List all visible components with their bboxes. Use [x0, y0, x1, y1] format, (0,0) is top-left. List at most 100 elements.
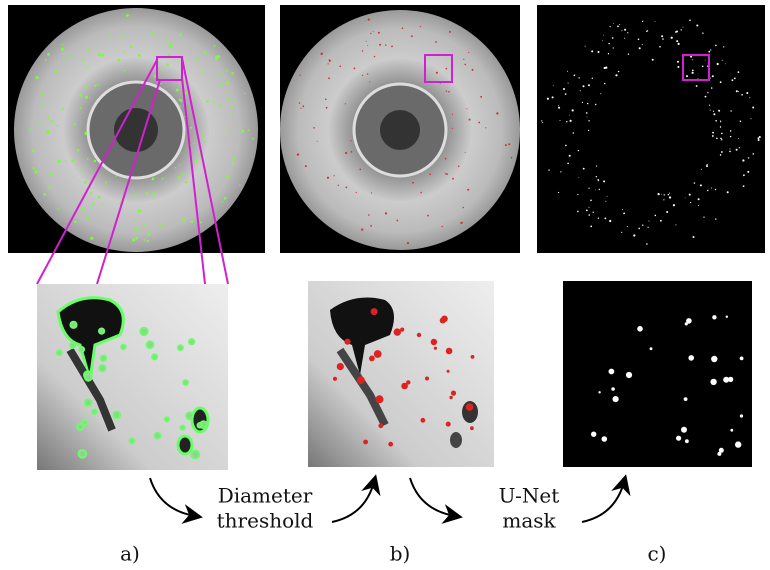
speck	[371, 192, 372, 193]
speck	[720, 138, 722, 140]
speck	[711, 356, 717, 362]
speck	[85, 96, 88, 99]
speck	[152, 354, 157, 359]
speck	[708, 51, 710, 53]
top-image-b	[280, 5, 520, 253]
speck	[572, 109, 574, 111]
speck	[394, 328, 401, 335]
speck	[610, 26, 611, 27]
speck	[38, 122, 40, 124]
speck	[305, 165, 307, 167]
speck	[46, 132, 49, 135]
speck	[328, 63, 329, 64]
speck	[429, 173, 431, 175]
speck	[446, 173, 448, 175]
speck	[420, 192, 422, 194]
speck	[759, 136, 761, 138]
speck	[639, 47, 641, 49]
speck	[560, 120, 561, 121]
speck	[730, 110, 731, 111]
speck	[742, 159, 744, 161]
speck	[447, 370, 450, 373]
speck	[638, 228, 640, 230]
speck	[179, 165, 180, 166]
speck	[661, 194, 662, 195]
speck	[449, 31, 451, 33]
speck	[676, 436, 681, 441]
speck	[723, 46, 724, 47]
speck	[85, 86, 87, 88]
speck	[703, 217, 704, 218]
speck	[160, 83, 162, 85]
speck	[177, 89, 179, 91]
speck	[367, 45, 368, 46]
speck	[214, 45, 216, 47]
speck	[367, 73, 368, 74]
speck	[711, 87, 713, 89]
speck	[592, 78, 593, 79]
step-text: mask	[502, 509, 556, 533]
speck	[241, 130, 244, 133]
speck	[753, 153, 755, 155]
speck	[587, 117, 588, 118]
speck	[317, 141, 318, 142]
speck	[368, 19, 370, 21]
speck	[721, 151, 723, 153]
speck	[57, 125, 59, 127]
speck	[660, 220, 662, 222]
speck	[239, 185, 241, 187]
speck	[63, 53, 65, 55]
speck	[362, 50, 363, 51]
speck	[746, 92, 748, 94]
speck	[374, 350, 382, 358]
speck	[718, 110, 720, 112]
speck	[692, 70, 694, 72]
speck	[596, 165, 597, 166]
speck	[202, 72, 204, 74]
speck	[378, 423, 383, 428]
speck	[599, 189, 600, 190]
speck	[334, 175, 335, 176]
speck	[41, 93, 44, 96]
speck	[613, 396, 619, 402]
speck	[369, 81, 370, 82]
speck	[578, 150, 579, 151]
speck	[596, 176, 597, 177]
speck	[508, 143, 510, 145]
speck	[77, 149, 80, 152]
speck	[569, 155, 571, 157]
speck	[226, 175, 229, 178]
speck	[86, 68, 87, 69]
speck	[480, 96, 482, 98]
speck	[602, 436, 608, 442]
speck	[209, 118, 210, 119]
speck	[664, 194, 665, 195]
speck	[568, 83, 569, 84]
speck	[368, 214, 370, 216]
speck	[496, 112, 498, 114]
speck	[362, 75, 363, 76]
speck	[689, 20, 691, 22]
speck	[449, 396, 452, 399]
speck	[202, 134, 203, 135]
speck	[361, 229, 363, 231]
speck	[749, 97, 750, 98]
speck	[351, 151, 353, 153]
speck	[102, 54, 105, 57]
speck	[373, 31, 374, 32]
speck	[583, 168, 585, 170]
speck	[712, 315, 716, 319]
speck	[244, 93, 245, 94]
speck	[715, 45, 717, 47]
speck	[190, 127, 192, 129]
speck	[585, 46, 586, 47]
speck	[743, 185, 745, 187]
speck	[215, 57, 218, 60]
speck	[558, 107, 560, 109]
speck	[711, 188, 712, 189]
speck	[716, 138, 718, 140]
speck	[183, 380, 188, 385]
speck	[85, 399, 92, 406]
speck	[45, 59, 47, 61]
speck	[135, 237, 138, 240]
